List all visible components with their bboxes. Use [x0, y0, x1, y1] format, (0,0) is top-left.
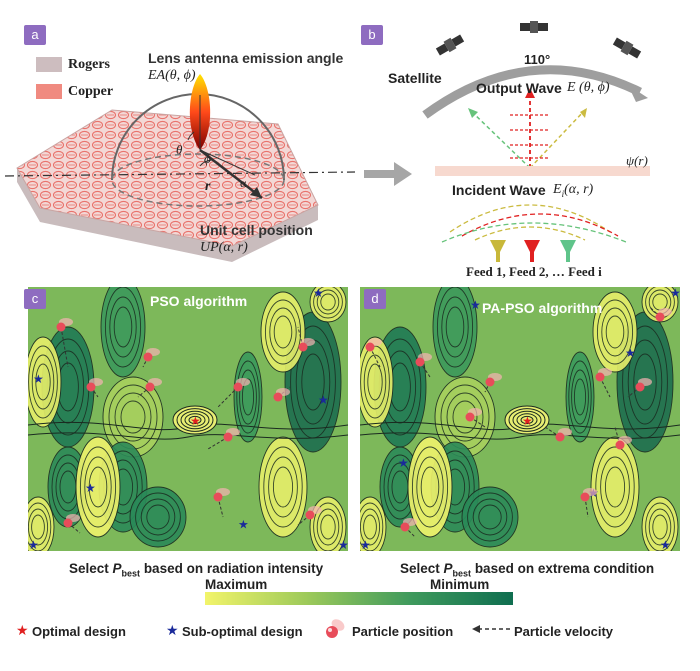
svg-text:★: ★ — [318, 393, 329, 407]
colorbar-max-label: Maximum — [205, 577, 268, 592]
caption-c-sub: best — [121, 568, 141, 579]
svg-text:★: ★ — [470, 298, 481, 312]
transition-arrow — [364, 162, 412, 186]
colorbar-min-label: Minimum — [430, 577, 490, 592]
svg-text:★: ★ — [360, 538, 371, 551]
svg-text:★: ★ — [33, 372, 44, 386]
r-label: r — [205, 179, 211, 194]
angle-label: 110° — [524, 52, 551, 67]
legend-particle-label: Particle position — [352, 624, 454, 639]
legend-velocity-label: Particle velocity — [514, 624, 613, 639]
caption-c-post: based on radiation intensity — [140, 561, 324, 576]
incident-wave-math: Ei(α, r) — [553, 182, 593, 199]
feed-horn-1 — [490, 240, 506, 262]
alpha-label: α — [240, 176, 247, 190]
unit-cell-math: UP(α, r) — [200, 240, 248, 255]
phi-label: ϕ — [204, 151, 211, 166]
legend-suboptimal-label: Sub-optimal design — [182, 624, 303, 639]
panel-d-tag: d — [364, 289, 386, 309]
svg-text:★: ★ — [625, 346, 636, 360]
panel-d-contour-map: ★★★★★★★★ — [360, 287, 680, 551]
panel-b-tag: b — [361, 25, 383, 45]
svg-text:★: ★ — [313, 287, 324, 300]
feed-horn-i — [560, 240, 576, 262]
incident-wave-e: E — [553, 182, 562, 197]
incident-wave-subscript: i — [561, 188, 565, 199]
satellite-icon-left — [435, 34, 465, 56]
lens-title-math: EA(θ, ϕ) — [148, 68, 196, 83]
legend-particle-icon — [326, 619, 345, 638]
caption-d-sub: best — [452, 568, 472, 579]
legend-suboptimal-star-icon: ★ — [166, 622, 179, 638]
panel-d-caption: Select Pbest based on extrema condition — [400, 561, 654, 579]
legend-optimal-star-icon: ★ — [16, 622, 29, 638]
panel-c-tag: c — [24, 289, 46, 309]
colorbar — [205, 592, 513, 605]
feeds-label: Feed 1, Feed 2, … Feed i — [466, 264, 602, 279]
caption-d-post: based on extrema condition — [471, 561, 655, 576]
svg-text:★: ★ — [338, 538, 348, 551]
rogers-slab-side — [17, 168, 318, 262]
svg-text:★: ★ — [28, 538, 39, 551]
lens-title: Lens antenna emission angle — [148, 50, 344, 66]
caption-d-pre: Select — [400, 561, 444, 576]
lens-surface — [435, 166, 650, 176]
svg-text:★: ★ — [522, 414, 533, 428]
output-wave-label: Output Wave — [476, 80, 562, 96]
panel-c-contour-map: ★ ★ ★ ★ ★ ★ ★ ★ — [28, 287, 348, 551]
satellite-icon-center — [520, 21, 548, 33]
unit-cell-label: Unit cell position — [200, 222, 313, 238]
output-wave-math: E (θ, ϕ) — [567, 80, 610, 95]
svg-text:★: ★ — [660, 538, 671, 551]
satellite-icon-right — [612, 37, 642, 59]
panel-c-title: PSO algorithm — [150, 293, 248, 309]
legend-copper-label: Copper — [68, 84, 114, 99]
caption-c-p: P — [112, 561, 122, 576]
caption-d-p: P — [443, 561, 453, 576]
incident-wave-label: Incident Wave — [452, 182, 546, 198]
svg-text:★: ★ — [238, 518, 249, 532]
panel-a-tag: a — [24, 25, 46, 45]
incident-wave-args: (α, r) — [564, 182, 594, 197]
satellite-feed-diagram — [422, 21, 650, 262]
panel-d-title: PA-PSO algorithm — [482, 300, 603, 316]
svg-text:★: ★ — [85, 481, 96, 495]
lens-antenna-illustration — [4, 74, 356, 262]
theta-label: θ — [176, 142, 183, 157]
panel-c-caption: Select Pbest based on radiation intensit… — [69, 561, 323, 579]
caption-c-pre: Select — [69, 561, 113, 576]
legend-velocity-arrow-icon — [472, 625, 510, 633]
svg-text:★: ★ — [190, 414, 201, 428]
legend-rogers-swatch — [36, 57, 62, 72]
satellite-label: Satellite — [388, 70, 442, 86]
svg-text:★: ★ — [670, 287, 680, 300]
legend-rogers-label: Rogers — [68, 57, 110, 72]
svg-text:★: ★ — [398, 456, 409, 470]
legend-optimal-label: Optimal design — [32, 624, 126, 639]
psi-label: ψ(r) — [626, 153, 648, 168]
feed-horn-2 — [524, 240, 540, 262]
legend-copper-swatch — [36, 84, 62, 99]
copper-cell-array — [16, 109, 319, 247]
